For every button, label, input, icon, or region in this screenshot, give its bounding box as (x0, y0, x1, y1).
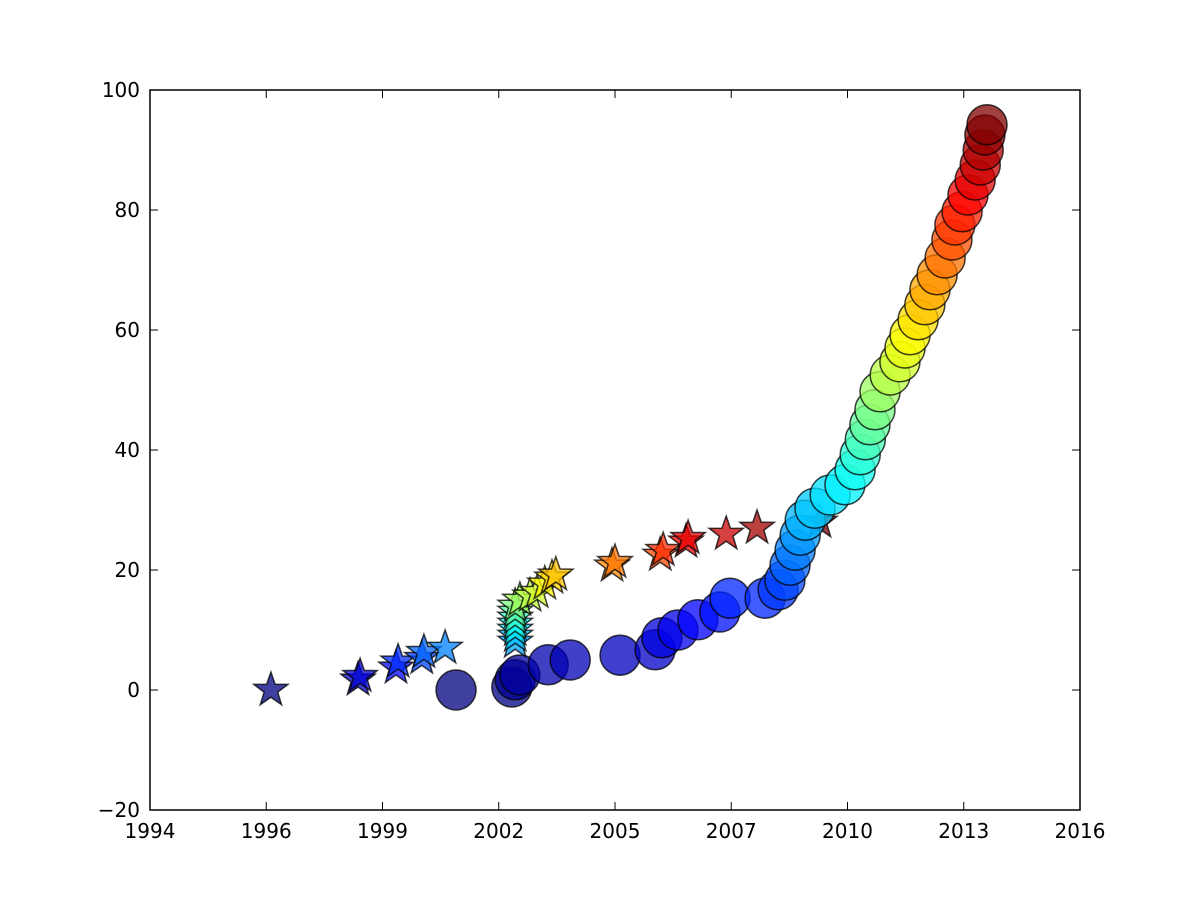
plot-frame (149, 89, 1081, 811)
y-tick-label: 100 (102, 78, 140, 102)
x-tick-label: 2005 (590, 819, 641, 843)
circle-point (549, 639, 591, 681)
y-tick-label: 80 (115, 198, 140, 222)
x-tick-label: 1994 (125, 819, 176, 843)
star-point (643, 529, 683, 567)
circle-point (966, 104, 1008, 146)
star-point (595, 541, 635, 579)
x-tick-label: 2010 (822, 819, 873, 843)
x-tick-label: 2007 (706, 819, 757, 843)
circle-point (709, 577, 751, 619)
circle-point (599, 634, 641, 676)
y-tick-label: −20 (98, 798, 140, 822)
star-point (536, 554, 576, 592)
star-point (425, 627, 465, 665)
x-tick-label: 2002 (473, 819, 524, 843)
x-tick-label: 1999 (357, 819, 408, 843)
x-tick-label: 1996 (241, 819, 292, 843)
circle-point (435, 669, 477, 711)
star-point (668, 517, 708, 555)
x-tick-label: 2016 (1055, 819, 1106, 843)
star-point (251, 669, 291, 707)
star-point (706, 513, 746, 551)
y-tick-label: 40 (115, 438, 140, 462)
y-tick-label: 60 (115, 318, 140, 342)
star-point (737, 507, 777, 545)
y-tick-label: 20 (115, 558, 140, 582)
x-tick-label: 2013 (938, 819, 989, 843)
star-point (340, 655, 380, 693)
y-tick-label: 0 (127, 678, 140, 702)
